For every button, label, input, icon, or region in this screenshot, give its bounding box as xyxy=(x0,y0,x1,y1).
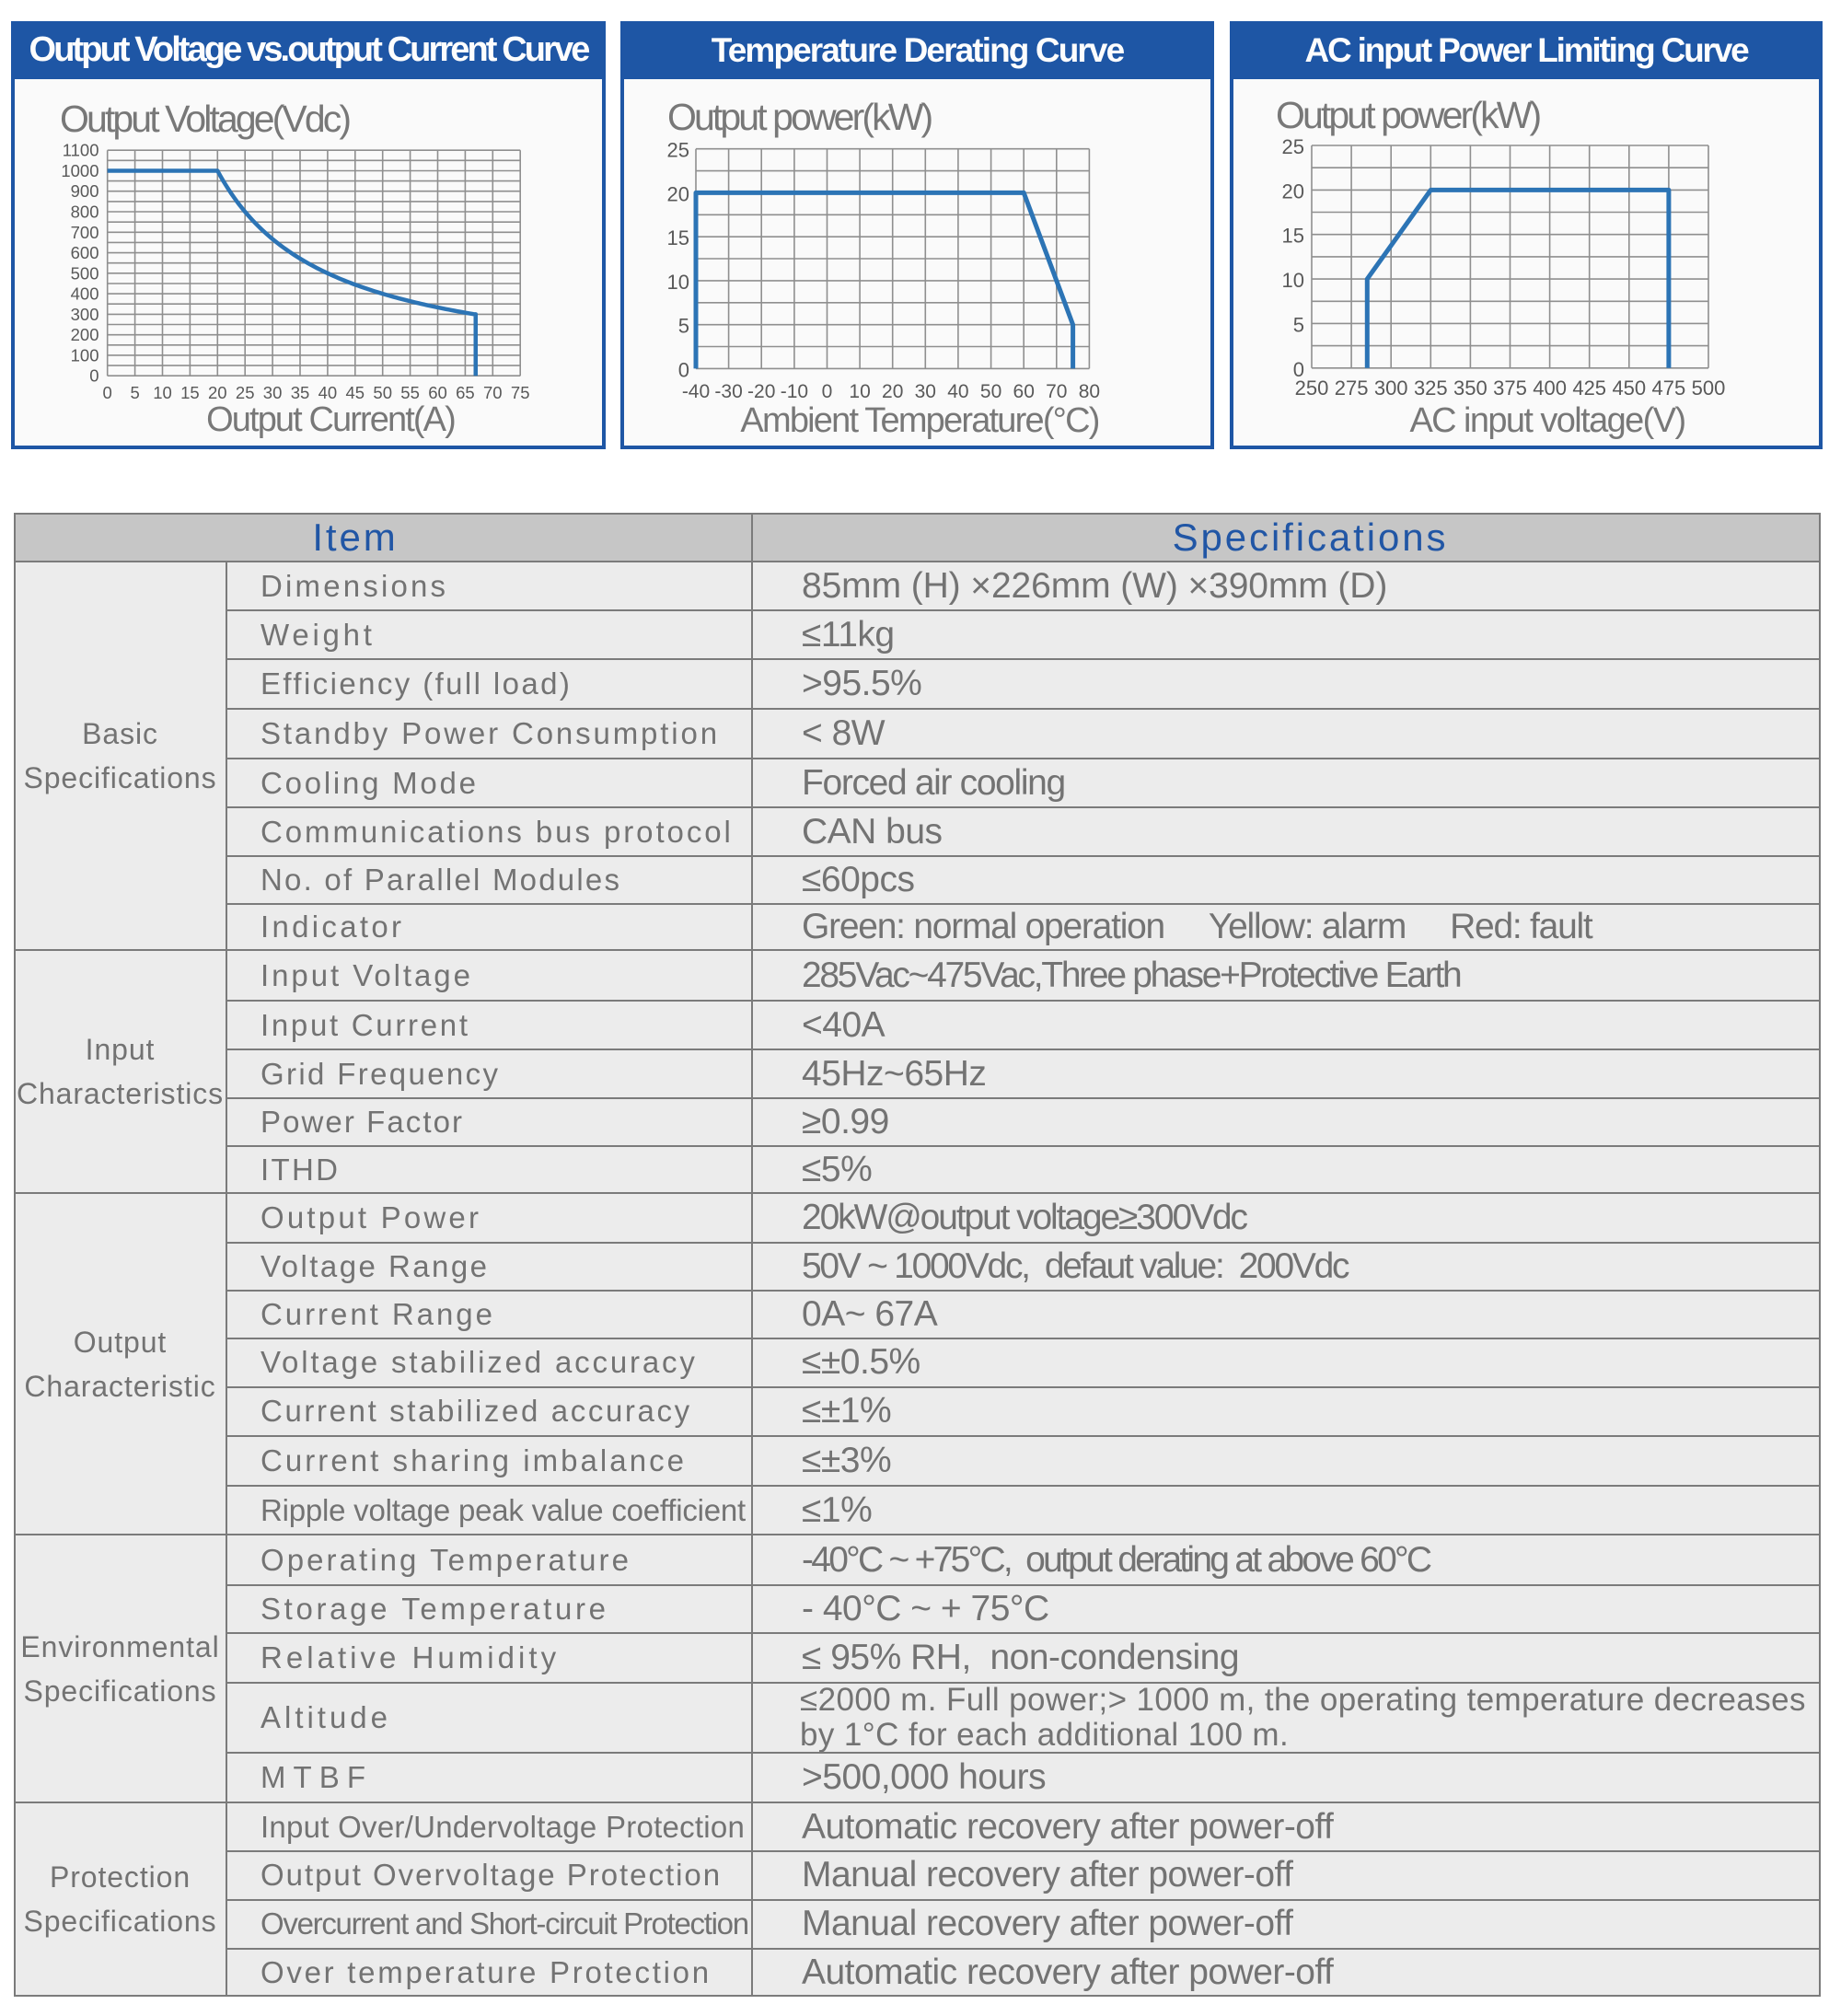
svg-text:15: 15 xyxy=(667,226,689,249)
svg-text:250: 250 xyxy=(1295,377,1329,400)
svg-text:0: 0 xyxy=(103,383,112,402)
svg-text:400: 400 xyxy=(1533,377,1567,400)
svg-text:70: 70 xyxy=(483,383,503,402)
svg-text:50: 50 xyxy=(980,381,1001,402)
svg-text:Output Current(A): Output Current(A) xyxy=(206,400,455,439)
svg-text:200: 200 xyxy=(71,325,99,344)
svg-text:0: 0 xyxy=(1293,358,1304,381)
svg-text:10: 10 xyxy=(1282,269,1304,292)
svg-text:25: 25 xyxy=(667,139,689,162)
svg-text:425: 425 xyxy=(1572,377,1606,400)
svg-text:300: 300 xyxy=(71,305,99,324)
svg-text:10: 10 xyxy=(667,271,689,294)
svg-text:1000: 1000 xyxy=(61,161,98,180)
svg-text:500: 500 xyxy=(71,263,99,283)
svg-text:30: 30 xyxy=(263,383,283,402)
svg-text:5: 5 xyxy=(130,383,139,402)
svg-text:475: 475 xyxy=(1652,377,1686,400)
svg-text:15: 15 xyxy=(1282,225,1304,248)
svg-text:15: 15 xyxy=(180,383,200,402)
svg-text:60: 60 xyxy=(428,383,447,402)
svg-text:700: 700 xyxy=(71,223,99,242)
svg-text:300: 300 xyxy=(1374,377,1408,400)
svg-text:800: 800 xyxy=(71,203,99,222)
svg-text:40: 40 xyxy=(947,381,968,402)
svg-text:375: 375 xyxy=(1493,377,1527,400)
svg-text:65: 65 xyxy=(456,383,475,402)
svg-text:0: 0 xyxy=(89,366,98,386)
svg-text:20: 20 xyxy=(208,383,227,402)
svg-text:20: 20 xyxy=(882,381,903,402)
svg-text:70: 70 xyxy=(1046,381,1067,402)
svg-text:900: 900 xyxy=(71,181,99,201)
svg-text:-40: -40 xyxy=(682,381,710,402)
svg-text:450: 450 xyxy=(1612,377,1646,400)
svg-text:25: 25 xyxy=(1282,135,1304,158)
svg-text:0: 0 xyxy=(822,381,833,402)
svg-text:-20: -20 xyxy=(747,381,775,402)
svg-text:30: 30 xyxy=(915,381,936,402)
svg-text:350: 350 xyxy=(1453,377,1488,400)
svg-text:35: 35 xyxy=(291,383,310,402)
svg-text:40: 40 xyxy=(318,383,338,402)
svg-text:275: 275 xyxy=(1335,377,1369,400)
svg-text:325: 325 xyxy=(1414,377,1448,400)
svg-text:-10: -10 xyxy=(781,381,808,402)
svg-text:AC input voltage(V): AC input voltage(V) xyxy=(1409,401,1684,440)
svg-text:Output power(kW): Output power(kW) xyxy=(667,96,932,138)
svg-text:55: 55 xyxy=(400,383,420,402)
svg-text:60: 60 xyxy=(1013,381,1035,402)
svg-text:75: 75 xyxy=(511,383,530,402)
svg-text:500: 500 xyxy=(1692,377,1726,400)
svg-text:25: 25 xyxy=(236,383,255,402)
svg-text:100: 100 xyxy=(71,345,99,365)
svg-text:20: 20 xyxy=(1282,180,1304,203)
svg-text:Ambient Temperature(°C): Ambient Temperature(°C) xyxy=(740,401,1098,440)
svg-text:45: 45 xyxy=(346,383,365,402)
svg-text:Output power(kW): Output power(kW) xyxy=(1276,94,1540,136)
svg-text:0: 0 xyxy=(678,358,689,381)
svg-text:Output Voltage(Vdc): Output Voltage(Vdc) xyxy=(60,98,350,140)
svg-text:400: 400 xyxy=(71,284,99,304)
svg-text:5: 5 xyxy=(1293,313,1304,336)
svg-text:10: 10 xyxy=(849,381,870,402)
svg-text:80: 80 xyxy=(1079,381,1100,402)
svg-text:1100: 1100 xyxy=(63,141,99,160)
svg-text:-30: -30 xyxy=(714,381,742,402)
svg-text:50: 50 xyxy=(373,383,392,402)
svg-text:10: 10 xyxy=(153,383,172,402)
svg-text:600: 600 xyxy=(71,243,99,262)
svg-text:5: 5 xyxy=(678,315,689,338)
svg-text:20: 20 xyxy=(667,182,689,205)
